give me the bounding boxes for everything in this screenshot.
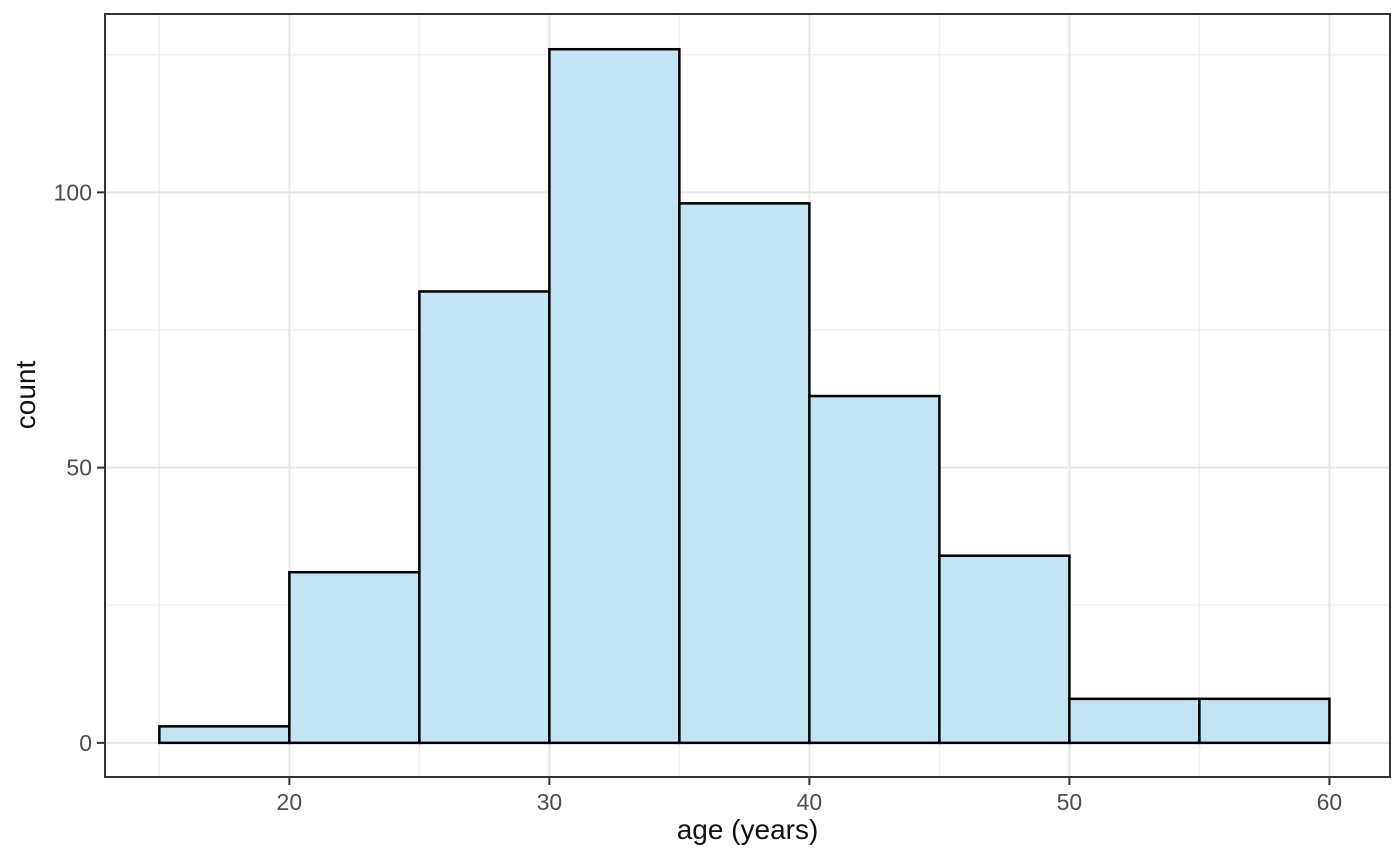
histogram-bar — [158, 725, 291, 745]
x-tick-label: 40 — [797, 789, 823, 815]
x-tick-label: 60 — [1317, 789, 1343, 815]
x-tick-label: 30 — [537, 789, 563, 815]
x-axis-title: age (years) — [676, 814, 819, 845]
y-tick-label: 50 — [66, 455, 92, 481]
x-tick-label: 50 — [1057, 789, 1083, 815]
x-tick-label: 20 — [277, 789, 303, 815]
histogram-bar — [938, 554, 1071, 745]
histogram-bar — [1198, 697, 1331, 745]
histogram-bar — [808, 394, 941, 745]
panel-border — [104, 13, 1391, 778]
histogram-bar — [548, 47, 681, 745]
y-tick-label: 100 — [54, 179, 92, 205]
histogram-bar — [288, 570, 421, 745]
histogram-bar — [1068, 697, 1201, 745]
histogram-bar — [418, 290, 551, 745]
y-tick-label: 0 — [79, 730, 92, 756]
y-axis-title: count — [10, 360, 41, 430]
histogram-bar — [678, 202, 811, 745]
